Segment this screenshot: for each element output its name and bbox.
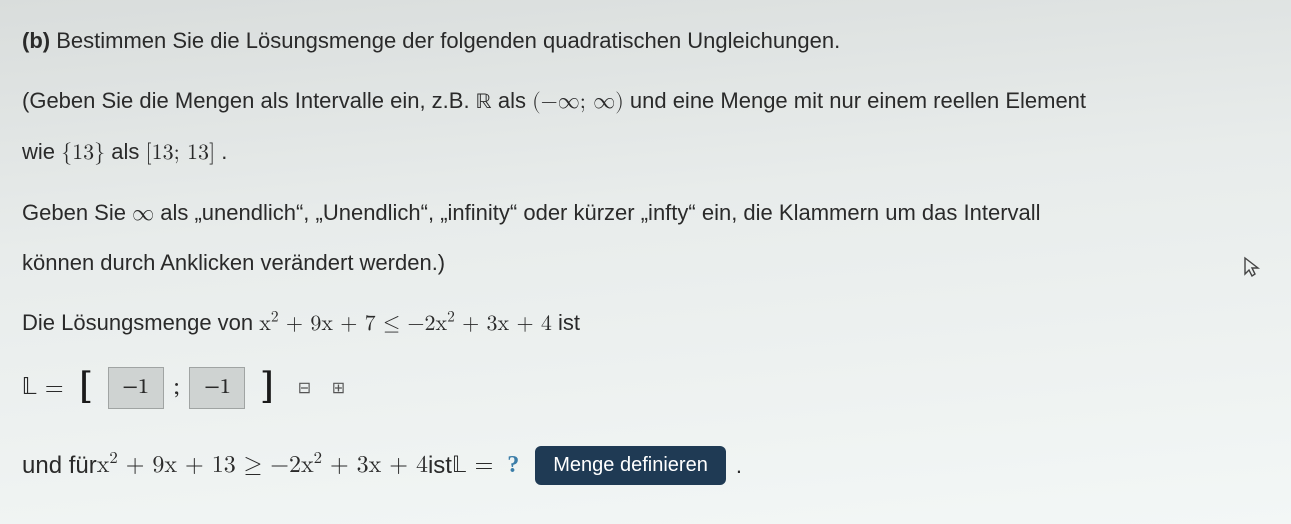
q2-L: 𝕃 = — [452, 443, 493, 489]
interval-lower-input[interactable]: −1 — [108, 367, 164, 409]
hint2-post: . — [215, 139, 227, 164]
unknown-placeholder: ? — [507, 443, 519, 489]
interval-separator: ; — [174, 366, 180, 412]
equals-sign: = — [45, 366, 64, 412]
q1-lrest: + 9x + 7 ≤ −2x — [279, 313, 448, 335]
q2-sq1: 2 — [109, 450, 117, 467]
q2-mid: ist — [428, 443, 452, 489]
right-bracket-toggle[interactable]: ] — [253, 367, 281, 409]
hint3-pre: Geben Sie — [22, 200, 132, 225]
q1-sq2: 2 — [447, 310, 455, 325]
interval-upper-input[interactable]: −1 — [189, 367, 245, 409]
q1-post: ist — [552, 310, 580, 335]
solution-set-symbol: 𝕃 — [22, 364, 37, 413]
hint-line-1: (Geben Sie die Mengen als Intervalle ein… — [22, 80, 1269, 125]
hint3-post: als „unendlich“, „Unendlich“, „infinity“… — [154, 200, 1040, 225]
plus-icon: ⊞ — [332, 378, 345, 398]
sentence-period: . — [736, 445, 742, 487]
problem-intro: (b) Bestimmen Sie die Lösungsmenge der f… — [22, 20, 1269, 62]
part-label: (b) — [22, 28, 50, 53]
q1-sq1: 2 — [271, 310, 279, 325]
add-interval-button[interactable]: ⊞ — [327, 377, 349, 399]
minus-icon: ⊟ — [298, 378, 311, 398]
intro-text: Bestimmen Sie die Lösungsmenge der folge… — [56, 28, 840, 53]
q1-rrest: + 3x + 4 — [455, 313, 552, 335]
hint-line-3: Geben Sie ∞ als „unendlich“, „Unendlich“… — [22, 192, 1269, 236]
hint2-pre: wie — [22, 139, 61, 164]
remove-interval-button[interactable]: ⊟ — [293, 377, 315, 399]
question-2-row: und für x2 + 9x + 13 ≥ −2x2 + 3x + 4 ist… — [22, 443, 1269, 489]
q1-x1: x — [259, 313, 271, 335]
hint2-int: [13; 13] — [146, 142, 216, 164]
left-bracket-toggle[interactable]: [ — [72, 367, 100, 409]
answer-interval-row: 𝕃 = [ −1 ; −1 ] ⊟ ⊞ — [22, 364, 1269, 413]
q2-rrest: + 3x + 4 — [322, 453, 428, 477]
q2-pre: und für — [22, 443, 97, 489]
real-symbol: ℝ — [476, 92, 492, 114]
q2-lrest: + 9x + 13 ≥ −2x — [118, 453, 314, 477]
hint1-mid: als — [492, 88, 532, 113]
define-set-button[interactable]: Menge definieren — [535, 446, 726, 485]
q2-sq2: 2 — [314, 450, 322, 467]
q2-x1: x — [97, 453, 110, 477]
q1-pre: Die Lösungsmenge von — [22, 310, 259, 335]
hint2-set: {13} — [61, 142, 105, 164]
hint1-interval: (−∞; ∞) — [532, 91, 624, 113]
infty-symbol: ∞ — [132, 203, 154, 225]
hint-line-2: wie {13} als [13; 13] . — [22, 131, 1269, 175]
question-1: Die Lösungsmenge von x2 + 9x + 7 ≤ −2x2 … — [22, 302, 1269, 346]
hint2-mid: als — [105, 139, 145, 164]
hint1-post: und eine Menge mit nur einem reellen Ele… — [624, 88, 1086, 113]
hint1-pre: (Geben Sie die Mengen als Intervalle ein… — [22, 88, 476, 113]
hint-line-4: können durch Anklicken verändert werden.… — [22, 242, 1269, 284]
